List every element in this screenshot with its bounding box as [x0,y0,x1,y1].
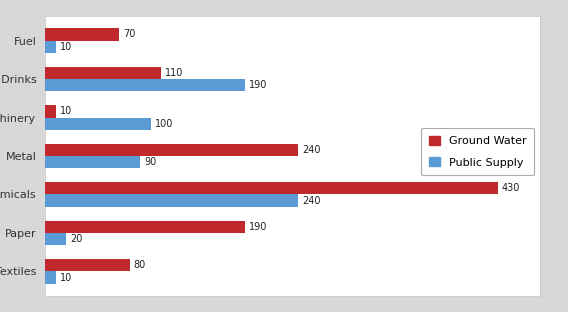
Bar [45,221,245,233]
Bar [45,67,161,79]
Text: 90: 90 [144,157,157,167]
Text: 240: 240 [302,145,320,155]
Text: 190: 190 [249,222,268,232]
Bar [45,194,298,207]
Text: 100: 100 [155,119,173,129]
Bar [45,182,498,194]
Bar [45,156,140,168]
Text: 70: 70 [123,29,136,39]
Text: 190: 190 [249,80,268,90]
Text: 10: 10 [60,273,72,283]
Bar [45,41,56,53]
Text: 110: 110 [165,68,183,78]
Bar [45,118,151,130]
Text: 10: 10 [60,42,72,52]
Bar [45,105,56,118]
Bar [45,233,66,245]
Bar [45,28,119,41]
Legend: Ground Water, Public Supply: Ground Water, Public Supply [421,128,534,175]
Bar [45,79,245,91]
Text: 80: 80 [133,260,146,270]
Text: 20: 20 [70,234,83,244]
Text: 430: 430 [502,183,520,193]
Text: 240: 240 [302,196,320,206]
Bar [45,271,56,284]
Bar [45,144,298,156]
Text: 10: 10 [60,106,72,116]
Bar [45,259,130,271]
